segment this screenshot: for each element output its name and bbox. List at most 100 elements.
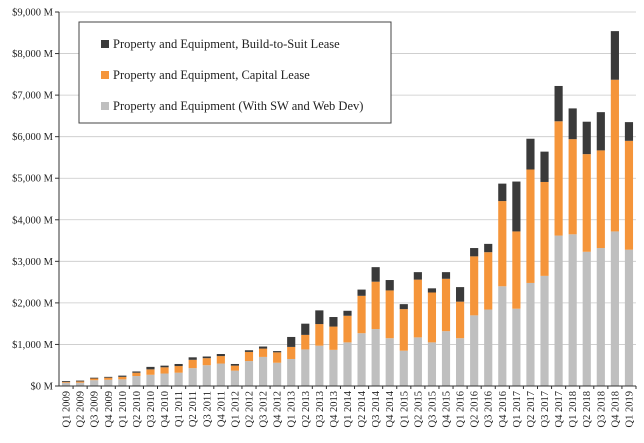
x-tick-label: Q2 2015 bbox=[413, 391, 424, 427]
y-tick-label: $9,000 M bbox=[12, 8, 54, 19]
bar-segment bbox=[230, 363, 239, 366]
bar-segment bbox=[512, 181, 521, 232]
bar-segment bbox=[343, 315, 352, 343]
bar-segment bbox=[90, 377, 99, 379]
bar-segment bbox=[216, 354, 225, 357]
x-tick-label: Q4 2013 bbox=[329, 391, 340, 427]
x-tick-label: Q1 2010 bbox=[118, 391, 129, 427]
bar-segment bbox=[568, 108, 577, 140]
x-tick-label: Q2 2009 bbox=[76, 391, 87, 427]
bar-segment bbox=[146, 366, 155, 370]
x-tick-label: Q1 2014 bbox=[343, 390, 354, 427]
bar-segment bbox=[371, 267, 380, 282]
x-tick-label: Q3 2012 bbox=[259, 391, 270, 427]
bar-segment bbox=[76, 380, 85, 382]
bar-segment bbox=[582, 154, 591, 252]
x-tick-label: Q2 2013 bbox=[301, 391, 312, 427]
bar-segment bbox=[315, 345, 324, 386]
legend-label: Property and Equipment, Build-to-Suit Le… bbox=[113, 37, 340, 51]
bar-segment bbox=[132, 371, 141, 373]
bar-segment bbox=[484, 252, 493, 310]
bar-segment bbox=[526, 282, 535, 386]
bar-segment bbox=[258, 346, 268, 349]
bar-segment bbox=[582, 251, 591, 386]
bar-segment bbox=[357, 333, 366, 386]
bar-segment bbox=[596, 248, 605, 386]
x-tick-label: Q3 2014 bbox=[371, 390, 382, 427]
bar-segment bbox=[456, 287, 465, 302]
bar-segment bbox=[287, 358, 296, 386]
x-tick-label: Q3 2009 bbox=[90, 391, 101, 427]
bar-segment bbox=[427, 292, 437, 343]
bar-segment bbox=[456, 338, 465, 386]
legend-label: Property and Equipment (With SW and Web … bbox=[113, 99, 363, 113]
bars bbox=[61, 31, 634, 386]
bar-segment bbox=[244, 350, 254, 352]
bar-segment bbox=[188, 357, 197, 360]
y-axis: $0 M $1,000 M $2,000 M $3,000 M $4,000 M $5,0… bbox=[12, 8, 60, 393]
bar-segment bbox=[357, 295, 366, 334]
x-tick-label: Q3 2010 bbox=[146, 391, 157, 427]
bar-segment bbox=[104, 376, 113, 378]
bar-segment bbox=[427, 288, 437, 293]
bar-segment bbox=[470, 248, 479, 257]
bar-segment bbox=[76, 382, 85, 386]
bar-segment bbox=[132, 372, 141, 377]
bar-segment bbox=[540, 275, 549, 386]
bar-segment bbox=[132, 376, 141, 386]
bar-segment bbox=[610, 231, 619, 386]
y-tick-label: $3,000 M bbox=[12, 257, 54, 268]
bar-segment bbox=[498, 201, 507, 287]
x-tick-label: Q2 2018 bbox=[582, 391, 593, 427]
x-tick-label: Q4 2012 bbox=[273, 391, 284, 427]
bar-segment bbox=[104, 377, 113, 380]
x-tick-label: Q4 2010 bbox=[160, 391, 171, 427]
bar-segment bbox=[244, 351, 254, 362]
bar-segment bbox=[118, 379, 127, 386]
x-tick-label: Q1 2019 bbox=[624, 391, 635, 427]
bar-segment bbox=[526, 138, 535, 170]
bar-segment bbox=[484, 243, 493, 253]
bar-segment bbox=[470, 256, 479, 316]
bar-segment bbox=[512, 231, 521, 309]
y-tick-label: $8,000 M bbox=[12, 49, 54, 60]
bar-segment bbox=[399, 350, 408, 386]
bar-segment bbox=[610, 79, 619, 232]
x-tick-label: Q4 2009 bbox=[104, 391, 115, 427]
bar-segment bbox=[357, 289, 366, 296]
x-tick-label: Q2 2010 bbox=[132, 391, 143, 427]
bar-segment bbox=[216, 356, 225, 364]
bar-segment bbox=[399, 309, 408, 351]
bar-segment bbox=[456, 301, 465, 339]
bar-segment bbox=[385, 338, 394, 386]
bar-segment bbox=[329, 317, 338, 327]
bar-segment bbox=[202, 365, 211, 386]
bar-segment bbox=[554, 235, 563, 386]
x-tick-label: Q4 2011 bbox=[216, 391, 227, 427]
x-tick-label: Q4 2017 bbox=[554, 391, 565, 427]
x-tick-label: Q1 2017 bbox=[512, 391, 523, 427]
bar-segment bbox=[90, 378, 99, 381]
bar-segment bbox=[484, 309, 493, 386]
x-tick-label: Q2 2017 bbox=[526, 391, 537, 427]
bar-segment bbox=[188, 359, 197, 369]
x-tick-label: Q1 2018 bbox=[568, 391, 579, 427]
bar-segment bbox=[230, 365, 239, 371]
bar-segment bbox=[287, 336, 296, 347]
x-tick-label: Q4 2014 bbox=[385, 390, 396, 427]
bar-segment bbox=[273, 352, 282, 363]
x-tick-label: Q4 2016 bbox=[498, 391, 509, 427]
x-tick-label: Q3 2015 bbox=[427, 391, 438, 427]
legend-swatch bbox=[101, 40, 109, 48]
bar-segment bbox=[371, 281, 380, 330]
y-tick-label: $7,000 M bbox=[12, 91, 54, 102]
bar-segment bbox=[244, 361, 254, 386]
legend-swatch bbox=[101, 102, 109, 110]
x-tick-label: Q1 2012 bbox=[230, 391, 241, 427]
bar-segment bbox=[540, 181, 549, 276]
bar-segment bbox=[554, 121, 563, 236]
bar-segment bbox=[160, 367, 169, 374]
x-tick-label: Q2 2012 bbox=[244, 391, 255, 427]
bar-segment bbox=[596, 112, 605, 151]
bar-segment bbox=[610, 31, 619, 80]
